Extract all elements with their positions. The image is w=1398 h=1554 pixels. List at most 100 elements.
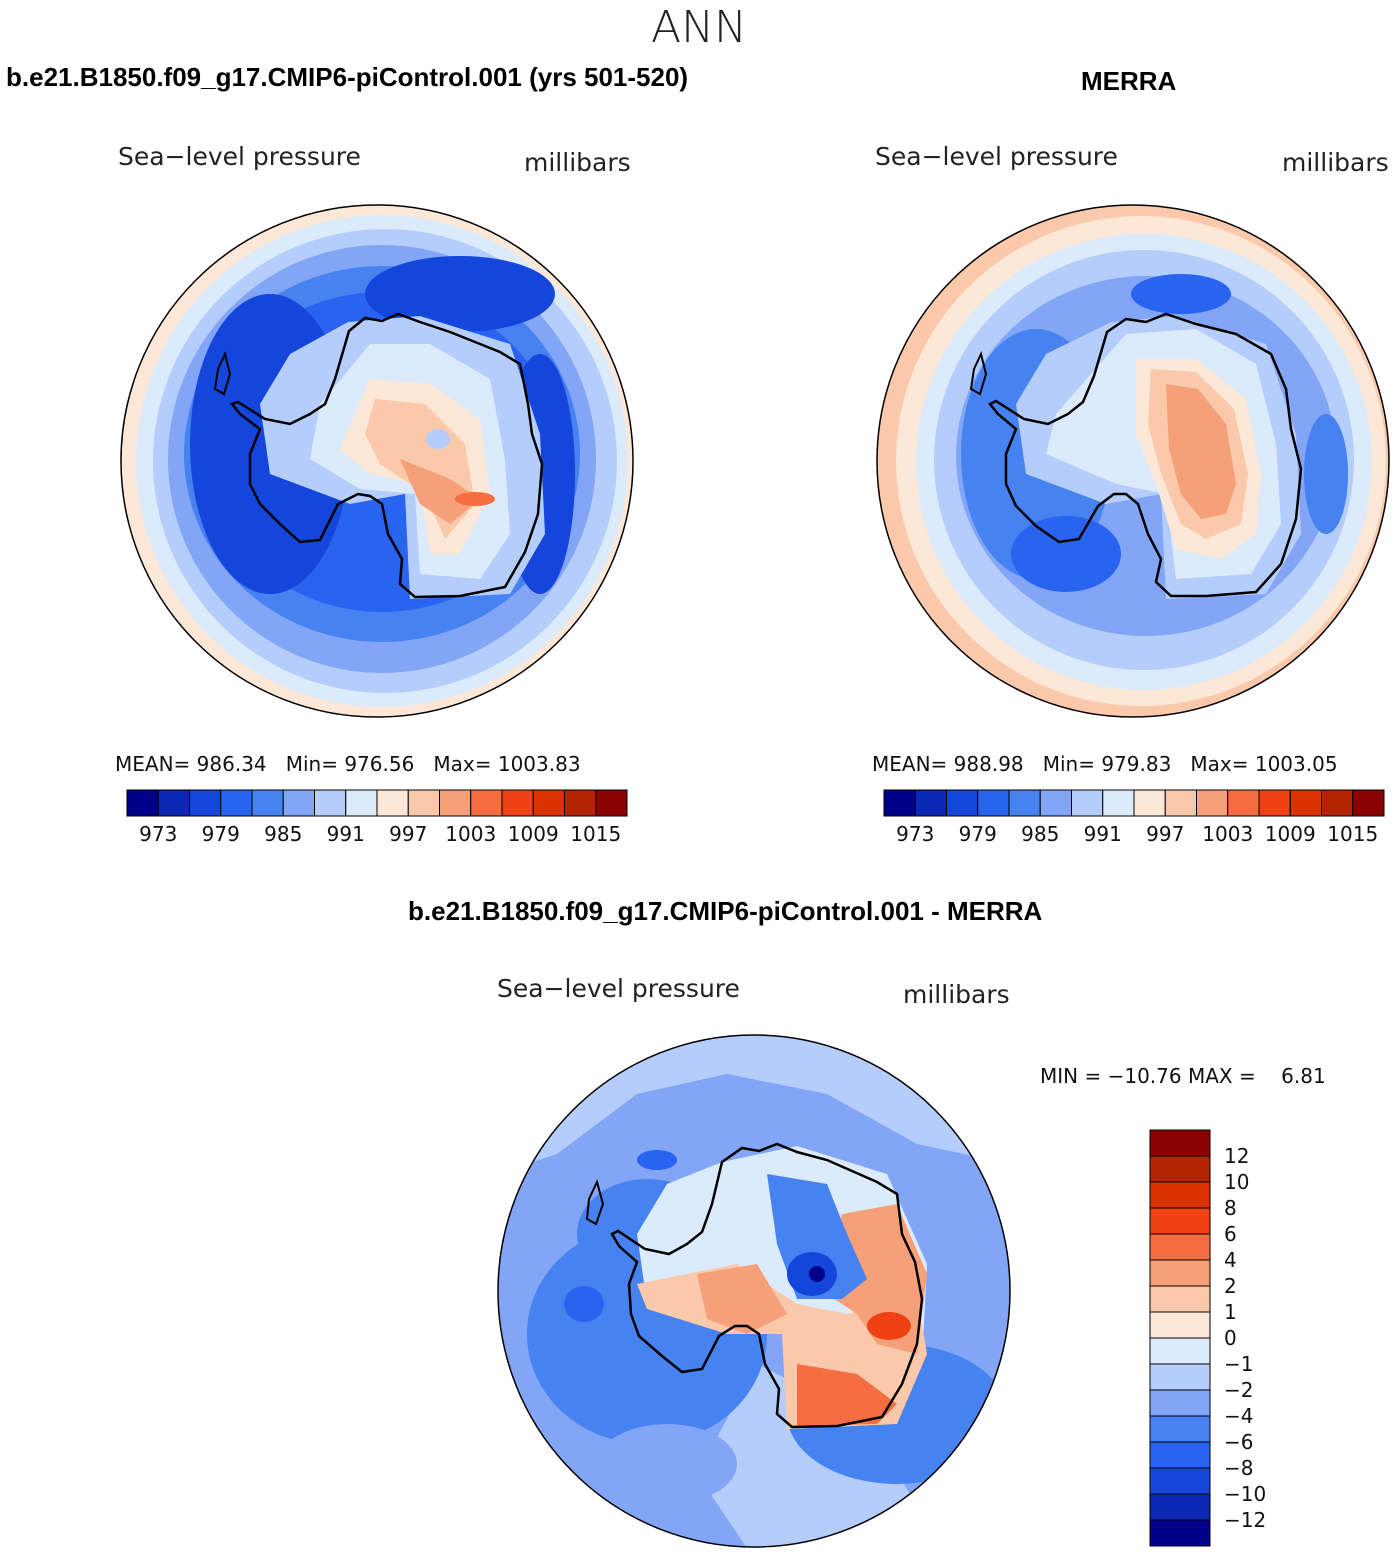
min-value: −10.76 [1107, 1064, 1182, 1088]
colorbar-box [314, 789, 347, 817]
stats-model: MEAN= 986.34 Min= 976.56 Max= 1003.83 [115, 752, 581, 776]
colorbar-box [1149, 1389, 1211, 1417]
colorbar-tick-label: −8 [1224, 1456, 1254, 1480]
colorbar-tick-label: 979 [201, 822, 240, 846]
colorbar-box [977, 789, 1010, 817]
colorbar-box [883, 789, 916, 817]
stats-obs: MEAN= 988.98 Min= 979.83 Max= 1003.05 [872, 752, 1338, 776]
colorbar-tick-label: 0 [1224, 1326, 1237, 1350]
colorbar-box [1149, 1441, 1211, 1469]
mean-label: MEAN= [872, 752, 948, 776]
colorbar-tick-label: −4 [1224, 1404, 1254, 1428]
colorbar-box [220, 789, 253, 817]
variable-label-obs: Sea−level pressure [875, 142, 1118, 171]
colorbar-box [1289, 789, 1322, 817]
panel-title-obs: MERRA [1081, 66, 1177, 96]
colorbar-box [470, 789, 503, 817]
polar-map-obs [876, 204, 1390, 718]
colorbar-box [1149, 1519, 1211, 1547]
colorbar-tick-label: 991 [1083, 822, 1122, 846]
colorbar-obs [883, 789, 1385, 817]
colorbar-box [1149, 1285, 1211, 1313]
colorbar-tick-label: −6 [1224, 1430, 1254, 1454]
colorbar-box [157, 789, 190, 817]
mean-value: 988.98 [953, 752, 1024, 776]
colorbar-box [946, 789, 979, 817]
colorbar-box [1149, 1181, 1211, 1209]
colorbar-tick-label: 973 [896, 822, 935, 846]
colorbar-box [1149, 1311, 1211, 1339]
colorbar-box [1149, 1415, 1211, 1443]
colorbar-tick-label: 985 [264, 822, 303, 846]
colorbar-tick-label: 2 [1224, 1274, 1237, 1298]
min-value: 979.83 [1101, 752, 1172, 776]
colorbar-tick-label: 1015 [1327, 822, 1379, 846]
colorbar-box [564, 789, 597, 817]
colorbar-box [1008, 789, 1041, 817]
colorbar-box [1149, 1493, 1211, 1521]
units-label-model: millibars [524, 148, 631, 177]
colorbar-box [1149, 1467, 1211, 1495]
colorbar-box [282, 789, 315, 817]
colorbar-box [376, 789, 409, 817]
colorbar-tick-label: 10 [1224, 1170, 1250, 1194]
colorbar-box [251, 789, 284, 817]
colorbar-box [1258, 789, 1291, 817]
colorbar-box [345, 789, 378, 817]
colorbar-box [532, 789, 565, 817]
colorbar-tick-label: −1 [1224, 1352, 1254, 1376]
colorbar-diff [1149, 1129, 1211, 1547]
colorbar-box [1133, 789, 1166, 817]
colorbar-box [1352, 789, 1385, 817]
colorbar-box [501, 789, 534, 817]
panel-title-model: b.e21.B1850.f09_g17.CMIP6-piControl.001 … [6, 62, 689, 92]
colorbar-tick-label: 1003 [445, 822, 497, 846]
colorbar-box [1039, 789, 1072, 817]
colorbar-box [1149, 1207, 1211, 1235]
max-label: Max= [433, 752, 492, 776]
min-label: MIN = [1040, 1064, 1102, 1088]
colorbar-box [1227, 789, 1260, 817]
colorbar-box [1149, 1233, 1211, 1261]
colorbar-box [407, 789, 440, 817]
colorbar-tick-label: 985 [1021, 822, 1060, 846]
colorbar-tick-label: 4 [1224, 1248, 1237, 1272]
colorbar-tick-label: 973 [139, 822, 178, 846]
colorbar-tick-label: 1 [1224, 1300, 1237, 1324]
colorbar-box [439, 789, 472, 817]
mean-label: MEAN= [115, 752, 191, 776]
max-value: 6.81 [1281, 1064, 1326, 1088]
max-value: 1003.05 [1254, 752, 1338, 776]
colorbar-box [1164, 789, 1197, 817]
colorbar-tick-label: 991 [326, 822, 365, 846]
max-label: MAX = [1187, 1064, 1256, 1088]
units-label-obs: millibars [1282, 148, 1389, 177]
mean-value: 986.34 [196, 752, 267, 776]
colorbar-box [1149, 1129, 1211, 1157]
colorbar-tick-label: 6 [1224, 1222, 1237, 1246]
colorbar-tick-label: 997 [1146, 822, 1185, 846]
colorbar-model [126, 789, 628, 817]
min-label: Min= [285, 752, 338, 776]
colorbar-box [1102, 789, 1135, 817]
min-label: Min= [1042, 752, 1095, 776]
variable-label-diff: Sea−level pressure [497, 974, 740, 1003]
colorbar-tick-label: −12 [1224, 1508, 1267, 1532]
colorbar-box [1149, 1363, 1211, 1391]
colorbar-tick-label: 1015 [570, 822, 622, 846]
season-title: ANN [651, 2, 747, 53]
colorbar-tick-label: 8 [1224, 1196, 1237, 1220]
panel-title-diff: b.e21.B1850.f09_g17.CMIP6-piControl.001 … [408, 896, 1043, 926]
max-value: 1003.83 [497, 752, 581, 776]
colorbar-box [189, 789, 222, 817]
colorbar-box [595, 789, 628, 817]
colorbar-box [1149, 1337, 1211, 1365]
colorbar-tick-label: 1009 [507, 822, 559, 846]
min-value: 976.56 [344, 752, 415, 776]
colorbar-box [1321, 789, 1354, 817]
polar-map-model [120, 204, 634, 718]
colorbar-tick-label: −10 [1224, 1482, 1267, 1506]
colorbar-box [1071, 789, 1104, 817]
colorbar-tick-label: −2 [1224, 1378, 1254, 1402]
colorbar-box [1149, 1259, 1211, 1287]
